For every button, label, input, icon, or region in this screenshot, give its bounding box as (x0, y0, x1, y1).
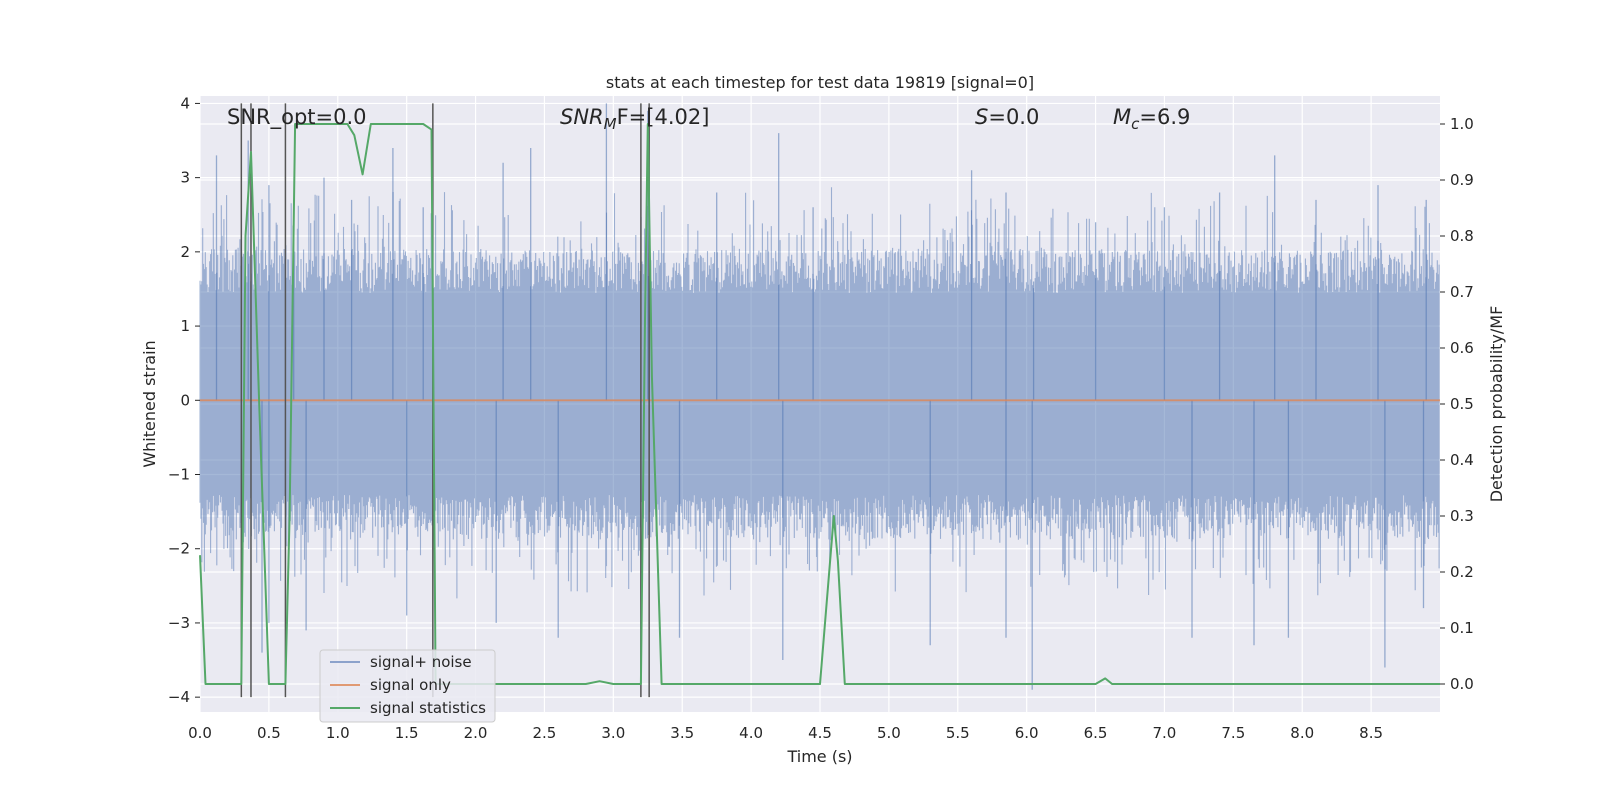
y-right-axis-label: Detection probability/MF (1487, 306, 1506, 503)
y-right-tick-label-9: 0.9 (1450, 171, 1474, 189)
x-tick-label-11: 5.5 (946, 724, 970, 742)
x-axis-label: Time (s) (786, 747, 852, 766)
x-tick-label-12: 6.0 (1015, 724, 1039, 742)
chart-title: stats at each timestep for test data 198… (606, 73, 1034, 92)
x-axis-ticks: 0.0 0.5 1.0 1.5 2.0 2.5 3.0 3.5 4.0 4.5 5.0 5.5 6.0 6… (188, 724, 1383, 742)
legend-label-signal-noise: signal+ noise (370, 653, 472, 671)
y-right-tick-label-3: 0.3 (1450, 507, 1474, 525)
legend-box (319, 649, 496, 723)
annotation-snr-opt: SNR_opt=0.0 (227, 105, 367, 130)
y-tick-label-5: 1 (180, 317, 190, 335)
x-tick-label-17: 8.5 (1359, 724, 1383, 742)
annotation-snr-mf-main: SNR (560, 105, 604, 129)
y-tick-label-8: 4 (180, 94, 190, 112)
annotation-s: S=0.0 (975, 105, 1039, 129)
annotation-snr-mf-rest: F=[4.02] (617, 105, 710, 129)
x-tick-label-0: 0.0 (188, 724, 212, 742)
vertical-markers (240, 103, 650, 698)
y-right-tick-label-2: 0.2 (1450, 563, 1474, 581)
x-tick-label-10: 5.0 (877, 724, 901, 742)
y-tick-label-3: −1 (168, 466, 190, 484)
y-right-tick-label-5: 0.5 (1450, 395, 1474, 413)
y-tick-label-7: 3 (180, 169, 190, 187)
y-right-axis-ticks: 0.0 0.1 0.2 0.3 0.4 0.5 0.6 0.7 0.8 0.9 1.0 (1440, 115, 1474, 693)
y-right-tick-label-6: 0.6 (1450, 339, 1474, 357)
annotation-snr-mf-sub: M (604, 115, 617, 133)
y-tick-label-4: 0 (180, 391, 190, 409)
x-tick-label-7: 3.5 (670, 724, 694, 742)
signal-noise-series (199, 103, 1440, 690)
y-tick-label-0: −4 (168, 688, 190, 706)
x-tick-label-4: 2.0 (464, 724, 488, 742)
x-tick-label-16: 8.0 (1290, 724, 1314, 742)
y-right-tick-label-7: 0.7 (1450, 283, 1474, 301)
noise-peaks (215, 103, 1427, 690)
x-tick-label-1: 0.5 (257, 724, 281, 742)
annotation-s-symbol: S (975, 105, 988, 129)
x-tick-label-8: 4.0 (739, 724, 763, 742)
annotation-mc-value: =6.9 (1139, 105, 1190, 129)
y-axis-label: Whitened strain (140, 340, 159, 467)
y-right-tick-label-10: 1.0 (1450, 115, 1474, 133)
y-right-tick-label-0: 0.0 (1450, 675, 1474, 693)
annotation-mc-sub: c (1131, 115, 1140, 133)
y-right-tick-label-8: 0.8 (1450, 227, 1474, 245)
annotation-s-value: =0.0 (988, 105, 1039, 129)
y-right-tick-label-4: 0.4 (1450, 451, 1474, 469)
y-axis-ticks: −4 −3 −2 −1 0 1 2 3 4 (168, 94, 200, 706)
annotation-snr-mf: SNRMF=[4.02] (560, 105, 709, 133)
legend-label-signal-statistics: signal statistics (370, 699, 486, 717)
x-tick-label-2: 1.0 (326, 724, 350, 742)
x-tick-label-3: 1.5 (395, 724, 419, 742)
annotation-mc-symbol: M (1113, 105, 1131, 129)
x-tick-label-5: 2.5 (533, 724, 557, 742)
y-tick-label-2: −2 (168, 540, 190, 558)
legend-label-signal-only: signal only (370, 676, 451, 694)
y-tick-label-6: 2 (180, 243, 190, 261)
y-right-tick-label-1: 0.1 (1450, 619, 1474, 637)
x-tick-label-9: 4.5 (808, 724, 832, 742)
x-tick-label-6: 3.0 (601, 724, 625, 742)
x-tick-label-14: 7.0 (1153, 724, 1177, 742)
annotation-mc: Mc=6.9 (1113, 105, 1190, 133)
legend: signal+ noise signal only signal statist… (319, 649, 496, 723)
x-tick-label-15: 7.5 (1221, 724, 1245, 742)
x-tick-label-13: 6.5 (1084, 724, 1108, 742)
y-tick-label-1: −3 (168, 614, 190, 632)
